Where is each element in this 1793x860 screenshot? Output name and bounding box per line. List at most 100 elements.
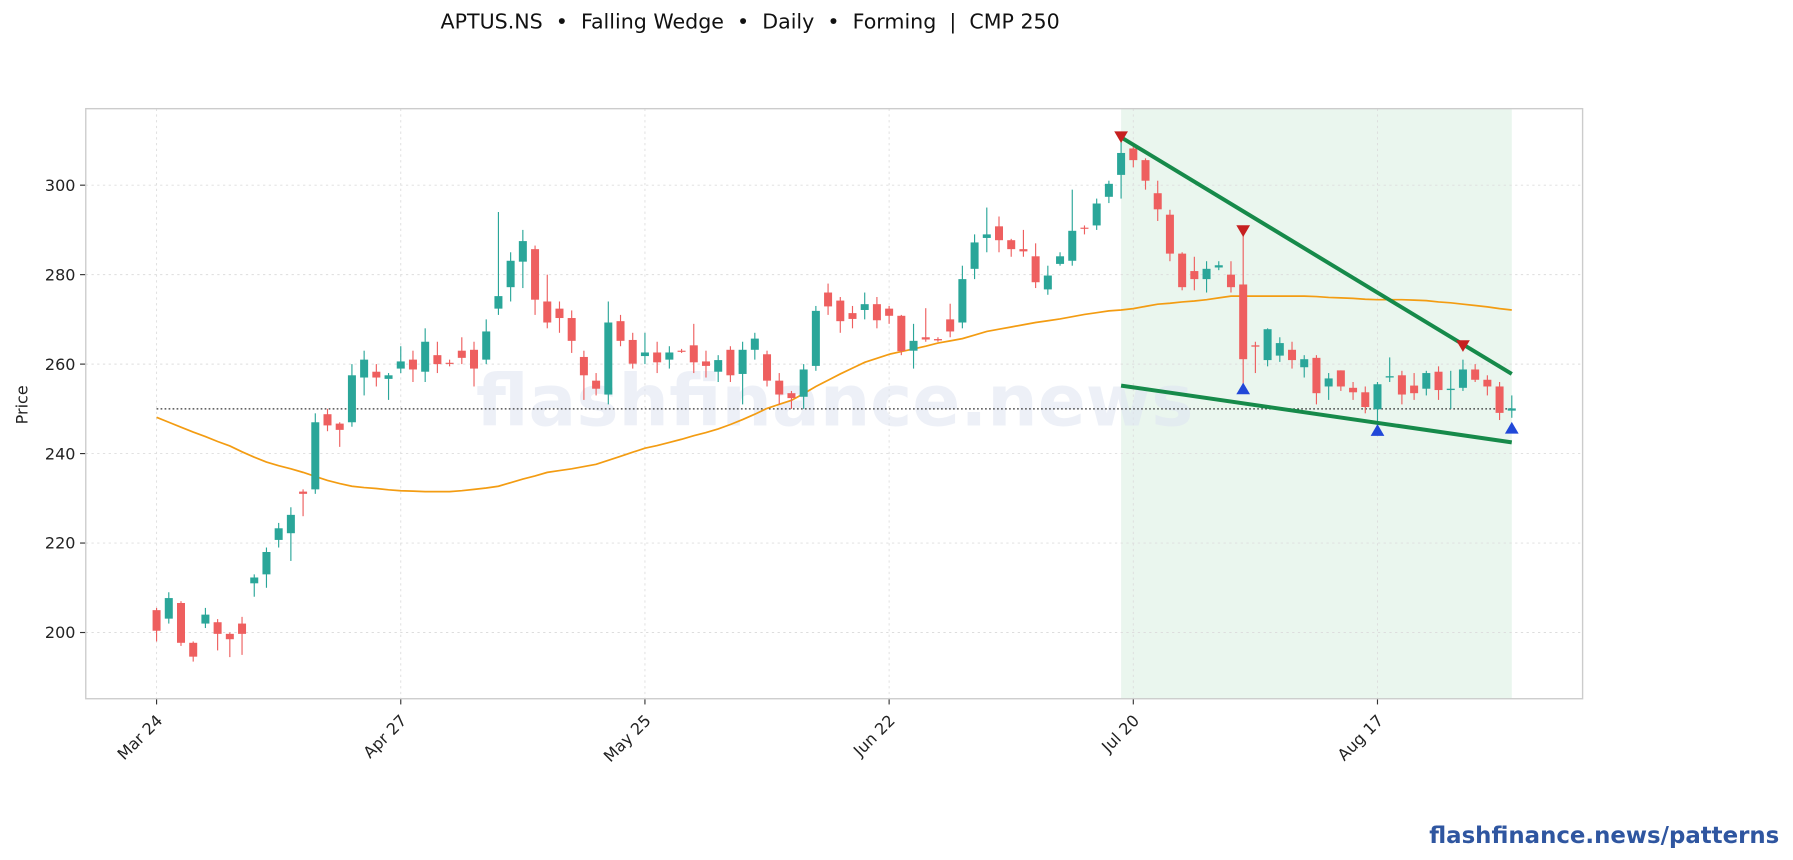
candle-body	[689, 345, 698, 363]
x-tick-label: May 25	[600, 711, 655, 766]
candle-body	[567, 318, 576, 341]
plot-frame	[85, 107, 1584, 700]
candle-body	[1300, 359, 1309, 368]
candle-body	[323, 414, 332, 426]
candle-body	[665, 352, 674, 360]
candle-body	[470, 349, 479, 369]
candle-body	[555, 308, 564, 319]
candle-body	[1397, 375, 1406, 395]
candle-body	[1275, 343, 1284, 356]
candle-body	[384, 375, 393, 379]
candle-body	[311, 422, 320, 490]
candle-body	[1007, 240, 1016, 250]
candle-body	[1092, 203, 1101, 226]
candle-body	[1349, 387, 1358, 393]
pivot-highs	[1456, 340, 1470, 352]
chart-title: APTUS.NS • Falling Wedge • Daily • Formi…	[441, 10, 1060, 35]
candle-body	[640, 352, 649, 357]
candle-body	[628, 339, 637, 364]
candle-body	[176, 602, 185, 643]
candle-body	[860, 304, 869, 310]
candle-body	[262, 551, 271, 575]
y-tick-label: 300	[45, 176, 76, 195]
y-tick-label: 240	[45, 444, 76, 463]
x-tick-label: Jul 20	[1097, 711, 1143, 757]
candle-body	[1165, 214, 1174, 254]
candle-body	[1422, 373, 1431, 389]
candle-body	[1312, 357, 1321, 394]
candle-body	[677, 350, 686, 352]
candle-body	[396, 361, 405, 369]
x-tick-label: Mar 24	[113, 711, 166, 764]
candle-body	[1068, 230, 1077, 261]
candle-body	[274, 528, 283, 540]
candle-body	[1385, 376, 1394, 378]
candle-body	[1178, 253, 1187, 288]
x-tick-label: Apr 27	[359, 711, 410, 762]
candle-body	[726, 349, 735, 376]
candle-body	[445, 362, 454, 364]
pivot-lows	[1504, 421, 1519, 434]
y-tick-label: 200	[45, 623, 76, 642]
pivot-highs	[1114, 131, 1128, 144]
candle-body	[1507, 408, 1516, 411]
candle-body	[995, 226, 1004, 241]
candle-body	[347, 375, 356, 423]
candle-body	[1056, 256, 1065, 264]
candle-body	[933, 339, 942, 341]
candle-body	[1104, 183, 1113, 197]
candle-body	[372, 371, 381, 378]
candle-body	[164, 598, 173, 619]
candle-body	[1239, 284, 1248, 360]
y-tick-label: 280	[45, 265, 76, 284]
candle-body	[616, 321, 625, 341]
candle-body	[494, 296, 503, 309]
candle-body	[531, 249, 540, 300]
candle-body	[592, 380, 601, 389]
candle-body	[421, 341, 430, 372]
candle-body	[457, 350, 466, 358]
candle-body	[799, 369, 808, 397]
candle-body	[958, 279, 967, 323]
candle-body	[848, 313, 857, 319]
candle-body	[714, 360, 723, 372]
candle-body	[872, 304, 881, 321]
candle-body	[1324, 378, 1333, 387]
candle-body	[1434, 371, 1443, 391]
candle-body	[152, 610, 161, 631]
candle-body	[1373, 384, 1382, 410]
candle-body	[982, 234, 991, 238]
candle-body	[1458, 369, 1467, 388]
candle-body	[921, 337, 930, 340]
candle-body	[1019, 249, 1028, 252]
candle-body	[946, 319, 955, 332]
candle-body	[299, 491, 308, 494]
candle-body	[250, 577, 259, 584]
candle-body	[897, 315, 906, 352]
candle-body	[1361, 392, 1370, 408]
pivot-lows	[1236, 382, 1251, 395]
candle-body	[775, 380, 784, 395]
candle-body	[738, 349, 747, 374]
candle-body	[286, 514, 295, 534]
candle-body	[1117, 152, 1126, 175]
candle-body	[1202, 268, 1211, 280]
candle-body	[189, 642, 198, 657]
candle-body	[1495, 386, 1504, 413]
candle-body	[1226, 274, 1235, 288]
candle-body	[1410, 385, 1419, 394]
candle-body	[518, 241, 527, 262]
moving-average-line	[156, 295, 1512, 493]
candle-body	[653, 352, 662, 363]
candle-body	[763, 354, 772, 381]
candle-body	[335, 423, 344, 430]
candle-body	[543, 301, 552, 323]
candle-body	[1153, 193, 1162, 210]
candle-body	[836, 300, 845, 322]
candle-body	[824, 292, 833, 307]
candle-body	[1080, 227, 1089, 229]
candle-body	[225, 633, 234, 640]
candle-body	[1129, 148, 1138, 161]
